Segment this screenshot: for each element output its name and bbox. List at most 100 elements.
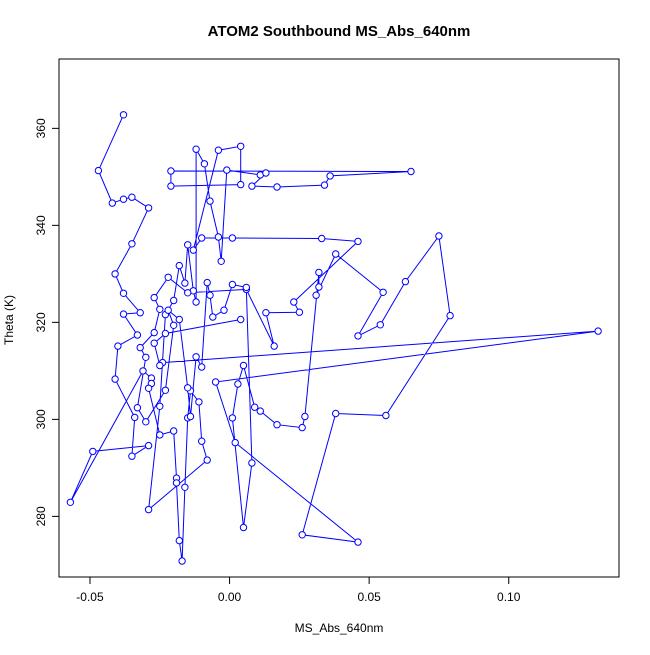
data-point [144,441,153,450]
data-point [139,367,147,375]
data-point [407,167,415,176]
data-point [376,321,384,329]
data-point [251,403,259,411]
data-point [192,298,200,306]
data-point [156,305,164,313]
data-point [156,361,164,370]
data-point [237,315,245,324]
data-point [192,353,200,361]
x-tick-label: 0.05 [357,590,381,604]
data-point [144,384,153,392]
data-point [114,342,122,350]
data-point [142,418,150,426]
data-point [172,479,181,487]
data-point [262,169,270,177]
data-point [200,160,209,168]
data-point [273,183,281,191]
data-point [111,375,119,383]
data-point [209,313,217,321]
data-point [298,531,306,539]
data-point [111,270,119,278]
data-point [108,199,117,207]
data-point [203,278,211,287]
data-point [262,309,270,317]
data-point [326,172,334,180]
y-tick-label: 280 [34,506,48,526]
data-point [89,447,97,456]
data-point [237,142,245,151]
data-point [170,321,178,329]
data-point [220,306,228,314]
data-point [198,234,206,242]
data-point [161,386,170,394]
y-tick-label: 320 [34,312,48,332]
data-point [128,240,136,248]
data-point [332,250,340,258]
data-point [354,538,362,546]
data-point [181,483,189,491]
data-point [189,246,198,254]
data-point [175,315,184,324]
data-point [248,182,256,190]
data-point [164,306,172,314]
data-point [354,332,362,340]
data-point [150,328,158,337]
x-tick-label: 0.10 [497,590,521,604]
data-point [198,437,206,445]
data-point [144,204,153,212]
data-point [164,273,172,281]
data-point [66,498,75,506]
data-point [211,378,220,386]
data-point [133,404,142,412]
data-point [382,411,390,420]
series-layer [66,111,602,565]
data-point [301,412,309,421]
data-point [379,288,387,296]
data-point [237,180,245,189]
data-point [228,280,237,289]
data-point [150,339,158,347]
data-point [242,283,251,292]
data-point [203,456,211,464]
data-point [178,557,186,565]
data-point [318,234,326,243]
data-point [142,353,150,361]
data-point [156,402,164,410]
data-point [315,283,323,291]
data-point [206,197,214,205]
data-point [446,311,454,320]
data-point [594,327,602,335]
data-point [150,293,158,302]
data-point [354,237,362,246]
data-point [144,505,153,514]
data-point [312,291,320,299]
x-axis-label: MS_Abs_640nm [295,621,384,635]
data-point [195,398,203,406]
data-point [290,298,298,306]
y-tick-label: 300 [34,409,48,429]
data-point [214,146,223,154]
data-point [119,111,128,119]
y-tick-label: 340 [34,215,48,235]
data-point [128,193,136,201]
data-point [206,291,214,299]
data-point [170,296,178,305]
data-point [273,421,281,429]
data-point [161,329,170,338]
chart-title: ATOM2 Southbound MS_Abs_640nm [208,23,471,40]
data-point [167,182,175,190]
data-point [248,459,256,467]
data-point [239,523,248,532]
data-point [175,536,184,545]
data-point [192,145,200,153]
data-point [94,166,103,175]
data-point [435,232,443,240]
data-point [136,343,144,352]
data-point [156,431,164,439]
data-point [295,308,304,316]
data-point [167,167,175,175]
x-tick-label: 0.00 [218,590,242,604]
data-point [214,233,223,241]
